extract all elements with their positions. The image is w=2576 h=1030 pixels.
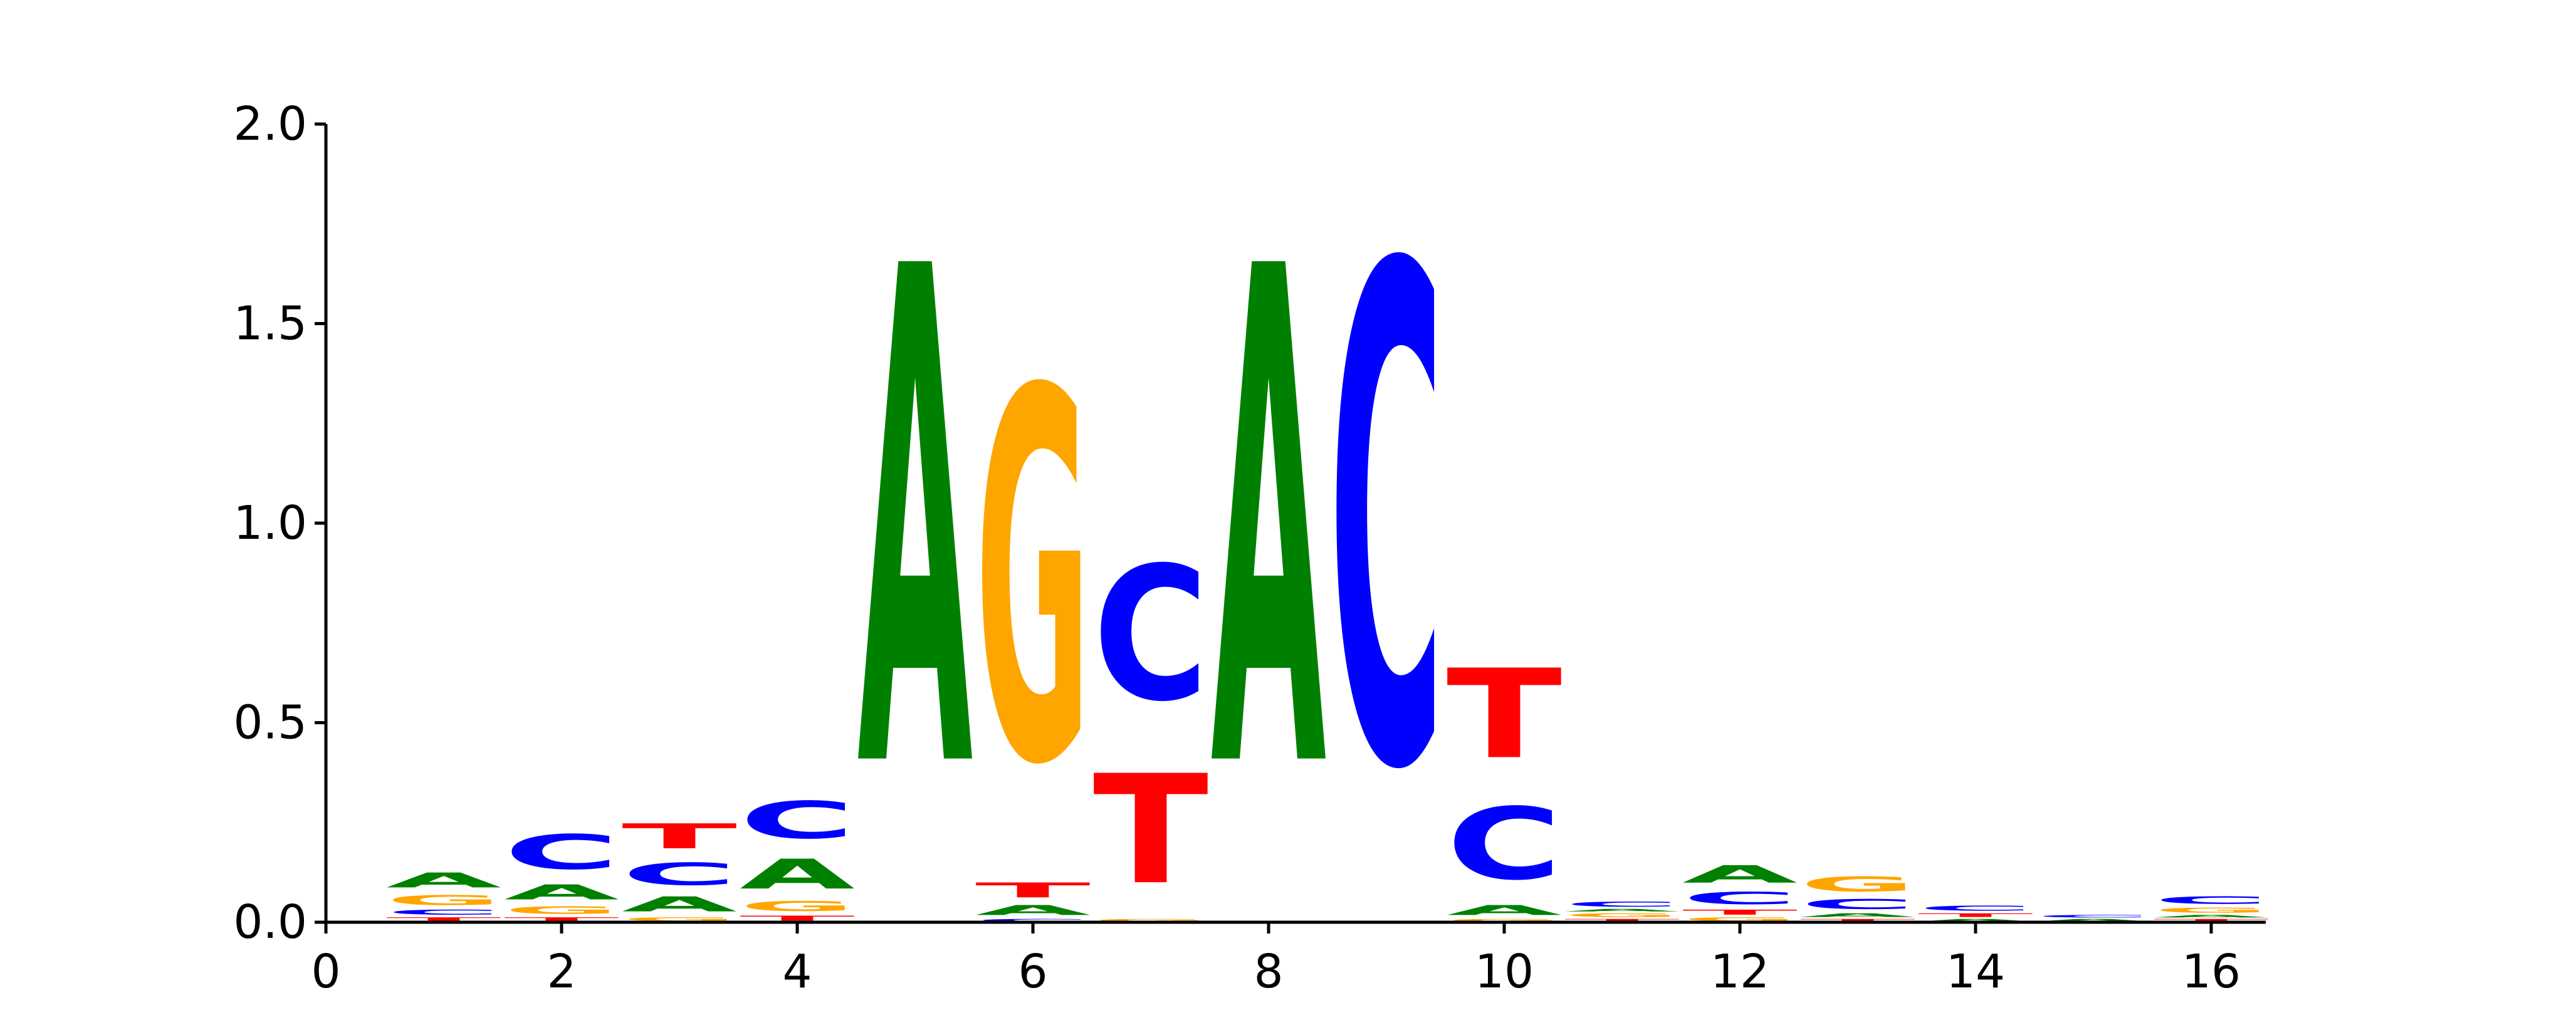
axis-ticks: 0.0 0.5 1.0 1.5 2.0 0 2 4 6 8 10 12 14 16: [233, 97, 2241, 999]
logo-letter-c-pos-1: C: [386, 908, 501, 917]
y-tick-label: 1.0: [233, 496, 307, 550]
logo-letter-t-pos-4: T: [740, 914, 855, 922]
logo-letter-t-pos-6: T: [975, 878, 1091, 902]
x-tick-label: 4: [782, 945, 812, 999]
y-tick-label: 0.0: [233, 895, 307, 949]
logo-letter-g-pos-2: G: [504, 904, 619, 916]
x-tick-label: 0: [311, 945, 340, 999]
logo-letter-c-pos-2: C: [504, 825, 619, 880]
logo-letter-c-pos-16: C: [2154, 894, 2269, 906]
logo-letter-a-pos-5: A: [857, 125, 974, 919]
logo-letter-c-pos-11: C: [1564, 900, 1680, 908]
logo-letter-a-pos-11: A: [1564, 908, 1680, 912]
y-tick-label: 0.5: [233, 696, 307, 750]
logo-letter-g-pos-11: G: [1564, 912, 1680, 918]
logo-letter-c-pos-15: C: [2036, 914, 2151, 918]
logo-letter-c-pos-10: C: [1447, 787, 1562, 902]
logo-letter-g-pos-1: G: [386, 892, 501, 908]
y-tick-label: 2.0: [233, 97, 307, 151]
x-tick-label: 10: [1475, 945, 1534, 999]
logo-letter-t-pos-14: T: [1918, 912, 2033, 918]
logo-letter-g-pos-13: G: [1800, 872, 1915, 896]
y-tick-label: 1.5: [233, 297, 307, 351]
x-tick-label: 6: [1018, 945, 1047, 999]
logo-letter-c-pos-9: C: [1329, 127, 1444, 920]
logo-letter-a-pos-4: A: [740, 851, 855, 898]
logo-letter-c-pos-13: C: [1800, 897, 1915, 912]
logo-letter-g-pos-7: G: [1093, 918, 1208, 922]
logo-letter-g-pos-12: G: [1682, 917, 1798, 922]
logo-letter-a-pos-6: A: [975, 902, 1091, 918]
logo-letter-g-pos-3: G: [622, 917, 737, 922]
x-tick-label: 14: [1946, 945, 2005, 999]
logo-letter-t-pos-12: T: [1682, 908, 1798, 917]
x-tick-label: 8: [1254, 945, 1283, 999]
logo-letter-t-pos-16: T: [2154, 918, 2269, 922]
logo-letter-c-pos-14: C: [1918, 904, 2033, 912]
logo-letter-g-pos-6: G: [975, 286, 1091, 877]
logo-letter-a-pos-15: A: [2036, 918, 2151, 922]
logo-letter-t-pos-2: T: [504, 917, 619, 922]
logo-letter-a-pos-14: A: [1918, 918, 2033, 922]
logo-letter-a-pos-2: A: [504, 880, 619, 904]
logo-letter-a-pos-16: A: [2154, 914, 2269, 918]
logo-letter-t-pos-13: T: [1800, 918, 1915, 922]
x-tick-label: 12: [1710, 945, 1769, 999]
logo-letter-a-pos-3: A: [622, 892, 737, 916]
logo-letter-a-pos-10: A: [1447, 902, 1562, 918]
logo-letter-c-pos-6: C: [975, 918, 1091, 922]
logo-letter-t-pos-11: T: [1564, 918, 1680, 922]
logo-letter-t-pos-7: T: [1093, 744, 1208, 918]
x-tick-label: 16: [2182, 945, 2241, 999]
logo-letter-c-pos-4: C: [740, 791, 855, 850]
logo-letter-c-pos-3: C: [622, 856, 737, 892]
logo-letter-t-pos-10: T: [1447, 643, 1562, 786]
logo-letter-c-pos-7: C: [1093, 528, 1208, 742]
logo-letter-a-pos-13: A: [1800, 912, 1915, 918]
logo-letter-t-pos-1: T: [386, 917, 501, 922]
logo-letter-g-pos-16: G: [2154, 907, 2269, 915]
logo-letter-a-pos-1: A: [386, 868, 501, 892]
logo-letter-c-pos-12: C: [1682, 888, 1798, 908]
logo-letter-a-pos-12: A: [1682, 861, 1798, 888]
logo-letter-t-pos-3: T: [622, 816, 737, 856]
logo-letter-g-pos-10: G: [1447, 918, 1562, 922]
x-tick-label: 2: [547, 945, 576, 999]
logo-letter-g-pos-4: G: [740, 898, 855, 914]
logo-letter-a-pos-8: A: [1211, 125, 1327, 919]
